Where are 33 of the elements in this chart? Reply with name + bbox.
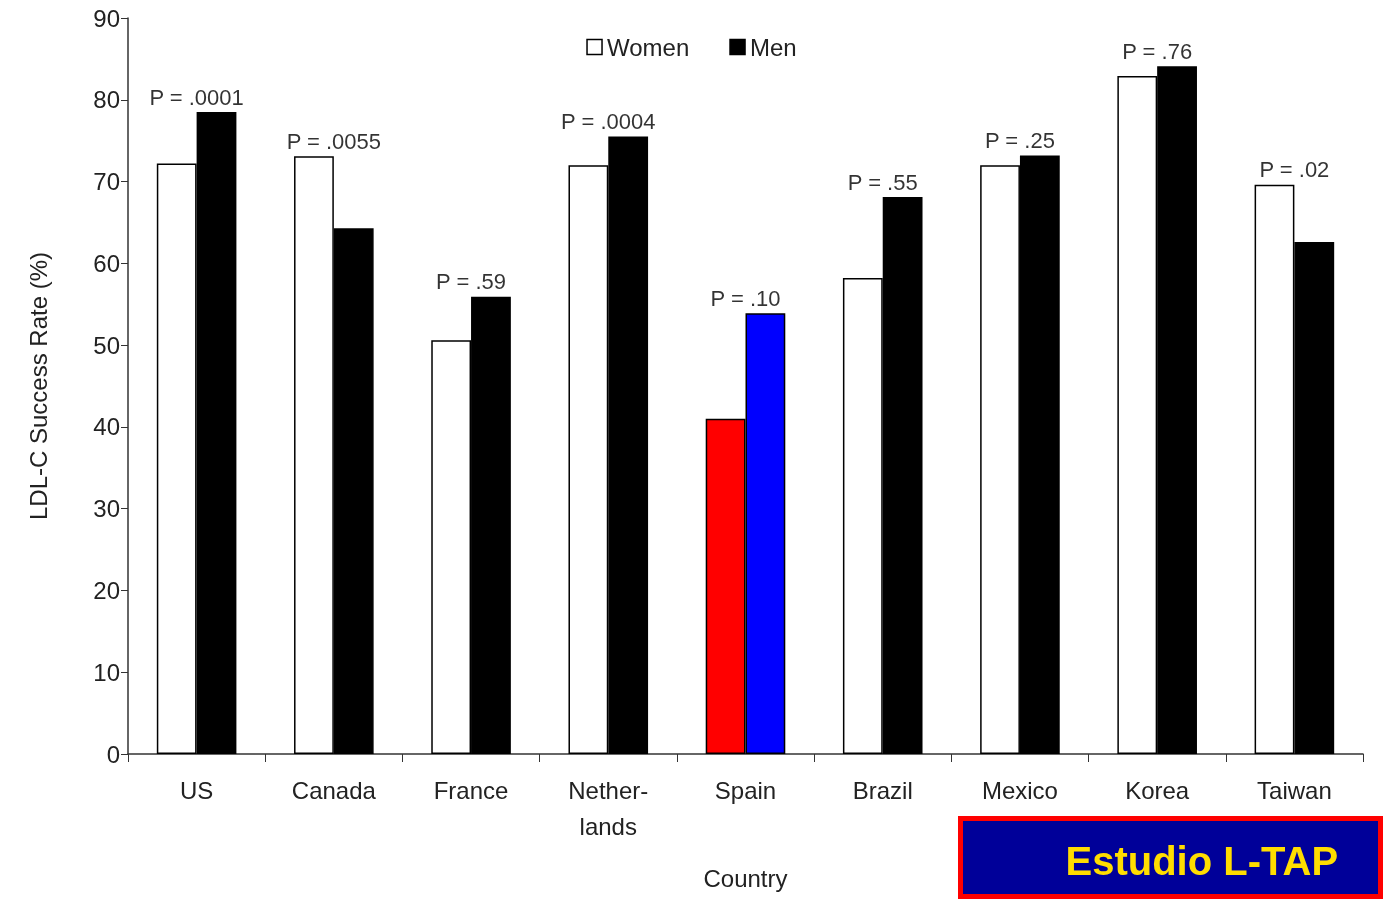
x-tick-label: France (433, 776, 509, 804)
annotation: P = .76 (1122, 38, 1193, 64)
y-axis-title: LDL-C Success Rate (%) (24, 251, 52, 521)
y-tick-label: 60 (93, 249, 120, 277)
text: Estudio L-TAP (1065, 838, 1339, 883)
x-tick-label: Canada (291, 776, 377, 804)
y-tick-label: 10 (93, 658, 120, 686)
annotation: P = .25 (984, 127, 1055, 153)
x-tick-label: Taiwan (1257, 776, 1332, 804)
annotation: P = .55 (847, 169, 918, 195)
x-tick-label: Spain (714, 776, 777, 804)
annotation: P = .59 (436, 269, 507, 295)
y-tick-label: 80 (93, 86, 120, 114)
x-tick-label: Mexico (981, 776, 1058, 804)
x-axis-title: Country (703, 864, 788, 892)
annotation: P = .0004 (561, 109, 656, 135)
x-tick-label: Korea (1125, 776, 1190, 804)
y-tick-label: 90 (93, 4, 120, 32)
y-tick-label: 20 (93, 576, 120, 604)
annotation: P = .02 (1259, 157, 1330, 183)
y-tick-label: 40 (93, 413, 120, 441)
y-tick-label: 30 (93, 495, 120, 523)
y-tick-label: 50 (93, 331, 120, 359)
x-tick-label: US (179, 776, 214, 804)
annotation: P = .0055 (286, 128, 382, 154)
x-tick-label: Nether- lands (568, 776, 649, 840)
annotation: P = .0001 (149, 84, 244, 110)
x-tick-label: Brazil (852, 776, 913, 804)
legend-label: Men (750, 33, 797, 61)
annotation: P = .10 (710, 285, 781, 311)
legend-label: Women (607, 33, 690, 61)
y-tick-label: 70 (93, 168, 120, 196)
y-tick-label: 0 (106, 740, 120, 768)
